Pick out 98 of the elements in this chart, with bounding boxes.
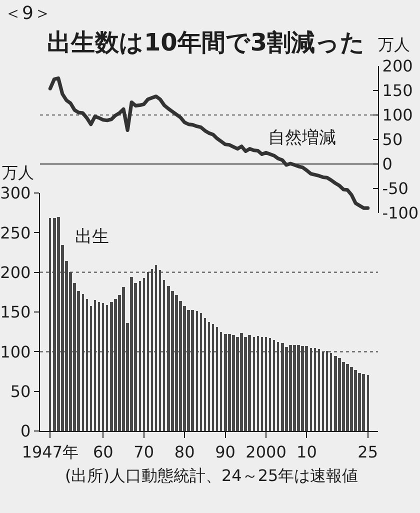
chart-title: 出生数は10年間で3割減った — [46, 28, 366, 56]
bar — [354, 370, 357, 431]
bar — [86, 299, 88, 431]
bar — [314, 348, 316, 431]
bar — [130, 277, 133, 431]
y-tick-label: 200 — [382, 56, 413, 76]
bar — [53, 218, 56, 431]
bar — [110, 302, 113, 431]
bar — [342, 362, 345, 431]
x-tick-label: 70 — [134, 442, 154, 462]
bar — [106, 305, 108, 431]
x-tick-label: 60 — [92, 442, 114, 462]
x-tick-label: 1947年 — [22, 442, 79, 462]
bar — [228, 334, 231, 431]
y-axis-title: 万人 — [2, 163, 34, 182]
y-tick-label: 100 — [382, 106, 413, 125]
bar — [326, 351, 328, 431]
bar — [139, 281, 141, 431]
bar — [338, 358, 341, 431]
y-tick-label: 50 — [10, 382, 31, 401]
bar — [208, 322, 210, 431]
bar — [240, 333, 243, 431]
bar — [175, 295, 178, 431]
bar — [122, 287, 125, 431]
bar — [155, 265, 157, 431]
x-tick-label: 80 — [174, 442, 195, 462]
bar — [187, 310, 190, 431]
y-tick-label: 100 — [0, 342, 31, 362]
series-label: 出生 — [75, 227, 109, 247]
bar — [147, 272, 149, 431]
y-tick-label: 250 — [0, 223, 31, 242]
bar — [143, 278, 145, 431]
bar — [191, 310, 194, 431]
bar — [167, 286, 170, 431]
bar — [244, 337, 247, 431]
bar — [248, 335, 251, 431]
bar — [114, 299, 117, 431]
bar — [261, 337, 263, 431]
series-label: 自然増減 — [268, 128, 336, 148]
text: (出所)人口動態統計、24～25年は速報値 — [65, 466, 358, 485]
bar — [293, 345, 296, 431]
bar — [102, 303, 104, 431]
bar — [253, 337, 255, 431]
bar — [346, 364, 349, 431]
bar — [90, 306, 92, 431]
bar — [151, 269, 153, 431]
bar — [358, 373, 361, 431]
bar — [94, 300, 96, 431]
y-tick-label: -50 — [382, 179, 408, 198]
bar — [220, 332, 222, 431]
y-tick-label: 300 — [0, 184, 31, 203]
y-tick-label: 0 — [20, 422, 31, 441]
y-tick-label: 0 — [382, 154, 392, 174]
bar — [289, 345, 292, 431]
bar — [367, 375, 369, 431]
y-axis-title: 万人 — [378, 35, 410, 54]
x-tick-label: 10 — [296, 442, 317, 462]
x-tick-label: 25 — [358, 442, 378, 462]
line-series — [48, 76, 370, 210]
bar — [224, 334, 227, 431]
bar — [232, 335, 235, 431]
bar — [310, 348, 312, 431]
y-tick-label: 150 — [382, 81, 413, 100]
y-tick-label: 50 — [382, 130, 403, 150]
bar — [322, 352, 324, 431]
bar — [273, 340, 275, 431]
bar — [297, 345, 300, 431]
x-tick-label: 90 — [215, 442, 236, 462]
bar — [236, 337, 239, 431]
bar — [82, 294, 84, 431]
bar — [305, 346, 308, 431]
bar — [362, 374, 365, 431]
bar — [301, 346, 304, 431]
bar — [216, 327, 218, 431]
bar — [98, 302, 100, 431]
text: ＜9＞ — [4, 3, 52, 24]
bar — [277, 342, 279, 431]
bar — [204, 318, 206, 431]
bar — [281, 343, 284, 431]
bar — [163, 280, 165, 431]
bar — [318, 349, 320, 431]
bar — [212, 324, 214, 431]
bar — [49, 218, 51, 431]
bar — [265, 337, 267, 431]
y-tick-label: 150 — [0, 302, 31, 322]
bar — [330, 353, 332, 431]
bar — [196, 311, 198, 431]
bar — [350, 367, 353, 431]
x-tick-label: 2000 — [246, 442, 286, 462]
bar — [159, 270, 161, 431]
bar — [334, 356, 337, 431]
bar — [269, 338, 271, 431]
bar — [285, 347, 288, 431]
y-tick-label: -100 — [382, 204, 419, 223]
bar — [200, 313, 202, 431]
bar — [257, 336, 259, 431]
bar — [57, 217, 60, 431]
y-tick-label: 200 — [0, 262, 31, 282]
